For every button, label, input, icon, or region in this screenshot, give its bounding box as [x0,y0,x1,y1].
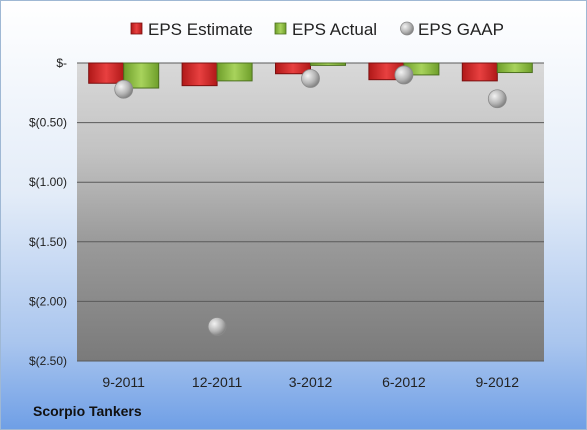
eps-gaap-point [487,89,507,109]
eps-actual-bar [496,62,533,74]
y-tick-label: $- [56,56,67,70]
y-axis-ticks: $- $(0.50) $(1.00) $(1.50) $(2.00) $(2.50) [29,56,67,368]
eps-estimate-legend-swatch [130,22,143,35]
eps-actual-bar [216,62,253,82]
plot-area [77,63,544,361]
company-label: Scorpio Tankers [33,403,142,419]
eps-gaap-point [301,69,320,88]
eps-actual-legend-swatch [274,22,287,35]
y-tick-label: $(2.50) [29,354,67,368]
y-tick-label: $(1.50) [29,235,67,249]
eps-estimate-bar [461,62,498,82]
x-axis-categories: 9-2011 12-2011 3-2012 6-2012 9-2012 [102,374,519,390]
eps-gaap-point [114,79,134,99]
eps-actual-legend-label: EPS Actual [292,20,377,39]
y-tick-label: $(0.50) [29,116,67,130]
y-tick-label: $(2.00) [29,294,67,308]
eps-estimate-bar [275,62,311,75]
eps-gaap-point [207,317,227,336]
eps-estimate-legend-label: EPS Estimate [148,20,253,39]
eps-gaap-point [394,65,414,85]
legend: EPS Estimate EPS Actual EPS GAAP [130,20,504,39]
eps-gaap-legend-label: EPS GAAP [418,20,504,39]
bars [88,62,533,89]
eps-actual-bar [310,62,346,66]
x-category-label: 3-2012 [289,374,333,390]
eps-estimate-bar [181,62,218,87]
x-category-label: 9-2011 [102,374,145,390]
y-tick-label: $(1.00) [29,175,67,189]
eps-gaap-legend-swatch [400,21,414,36]
gaap-points [114,65,507,336]
x-category-label: 9-2012 [476,374,520,390]
x-category-label: 12-2011 [192,374,243,390]
x-category-label: 6-2012 [382,374,426,390]
eps-estimate-bar [88,62,125,84]
